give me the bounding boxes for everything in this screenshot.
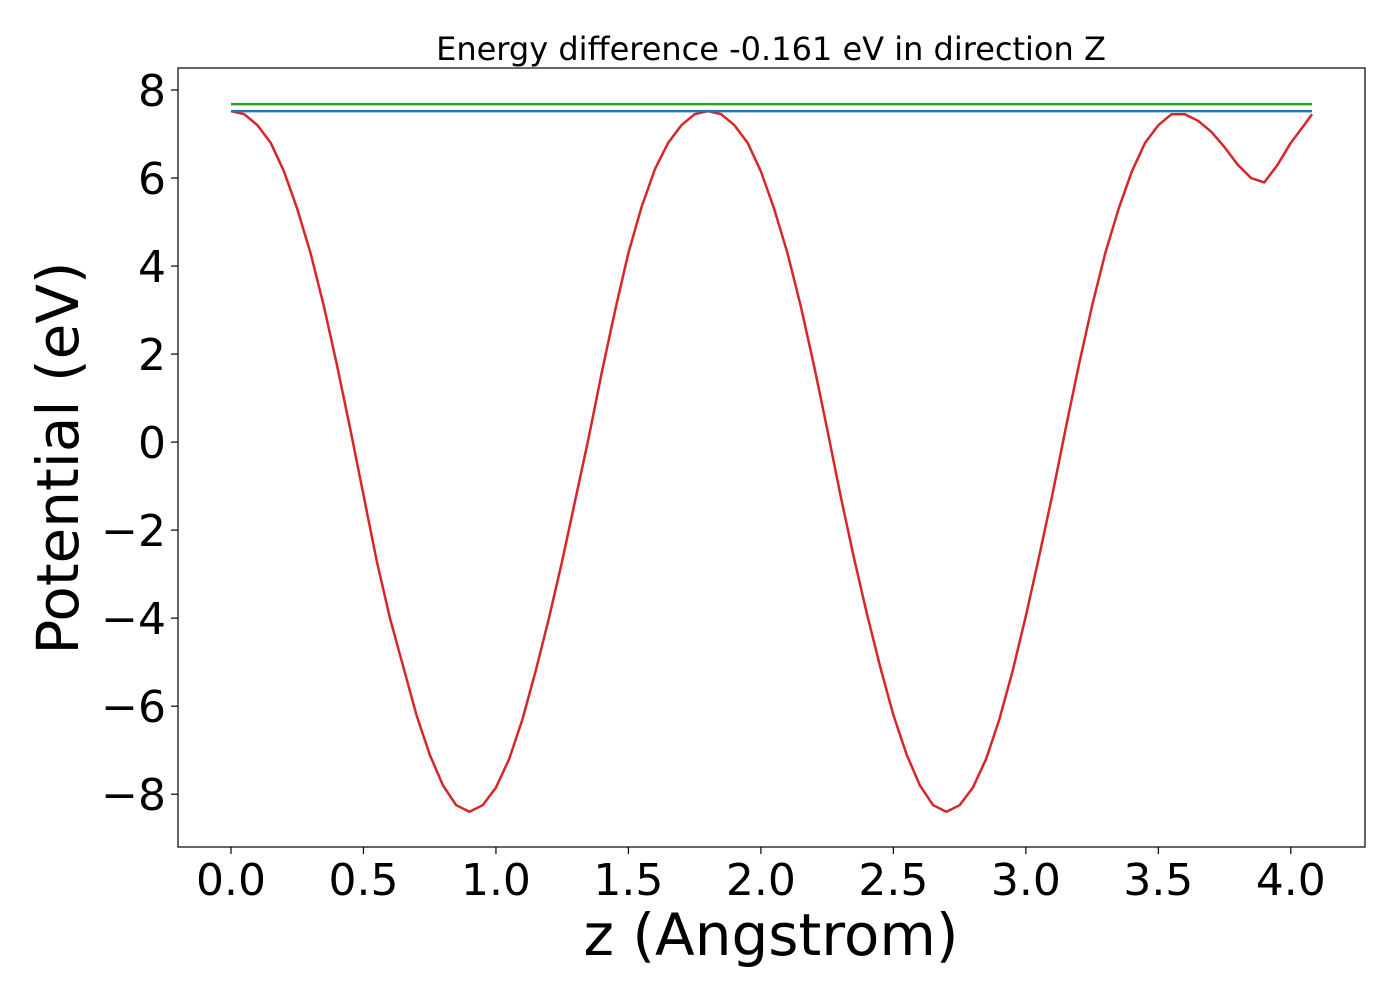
x-tick-label: 1.0 — [461, 855, 531, 906]
x-tick-label: 3.5 — [1123, 855, 1193, 906]
y-tick-label: 4 — [138, 242, 166, 293]
x-tick-label: 2.5 — [858, 855, 928, 906]
y-axis-title: Potential (eV) — [24, 261, 92, 654]
x-axis-title: z (Angstrom) — [584, 901, 959, 969]
y-tick-label: 0 — [138, 418, 166, 469]
series-layer — [230, 102, 1314, 814]
y-tick-label: −8 — [101, 770, 166, 821]
chart-title: Energy difference -0.161 eV in direction… — [436, 30, 1106, 68]
y-tick-label: −2 — [101, 506, 166, 557]
x-axis-ticks: 0.0 0.5 1.0 1.5 2.0 2.5 3.0 3.5 4.0 — [196, 847, 1326, 906]
series-line-0 — [230, 109, 1314, 814]
y-tick-label: 6 — [138, 154, 166, 205]
x-tick-label: 3.0 — [991, 855, 1061, 906]
x-tick-label: 1.5 — [593, 855, 663, 906]
y-tick-label: −4 — [101, 594, 166, 645]
y-tick-label: 2 — [138, 330, 166, 381]
y-axis-ticks: −8 −6 −4 −2 0 2 4 6 8 — [101, 66, 178, 821]
y-tick-label: −6 — [101, 682, 166, 733]
plot-area-frame — [177, 67, 1366, 848]
x-tick-label: 4.0 — [1256, 855, 1326, 906]
y-tick-label: 8 — [138, 66, 166, 117]
x-tick-label: 2.0 — [726, 855, 796, 906]
x-tick-label: 0.5 — [328, 855, 398, 906]
x-tick-label: 0.0 — [196, 855, 266, 906]
